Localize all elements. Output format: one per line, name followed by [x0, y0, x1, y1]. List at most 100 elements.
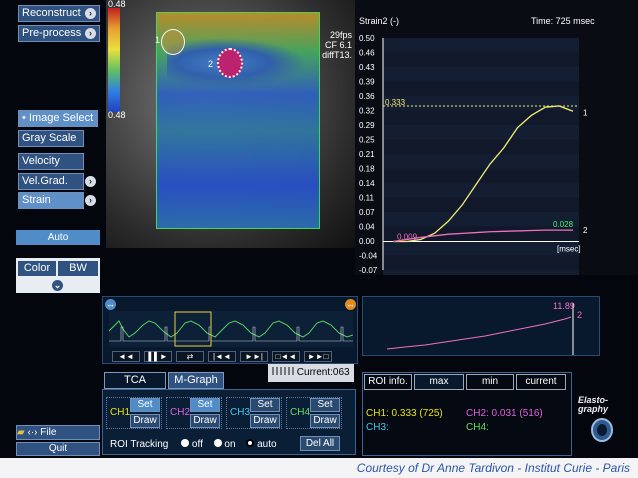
info-tab[interactable]: ROI info. — [364, 374, 412, 390]
current-frame-display: Current:063 — [268, 364, 354, 382]
series-2-end-label: 2 — [583, 226, 588, 235]
chevron-right-icon[interactable]: › — [85, 8, 96, 19]
fps-label: 29fps — [329, 30, 352, 40]
image-select-button[interactable]: • Image Select • — [18, 110, 98, 139]
tab-color[interactable]: Color — [18, 261, 56, 276]
grid-band — [383, 96, 579, 111]
chevron-right-icon[interactable]: › — [85, 176, 96, 187]
file-button[interactable]: ▰ ‹·› File — [16, 425, 100, 440]
channel-label: CH1 — [110, 407, 131, 418]
roi-2-circle[interactable] — [217, 48, 243, 78]
time-label: Time: 725 msec — [531, 16, 595, 26]
channel-set-button[interactable]: Set — [190, 398, 220, 412]
vel-grad-button[interactable]: Vel.Grad. — [18, 173, 84, 190]
y-tick-label: 0.29 — [359, 121, 375, 130]
channel-3: CH3 Set Draw — [226, 397, 284, 429]
preprocess-button[interactable]: Pre-process — [18, 25, 100, 42]
roi-2-label: 2 — [208, 59, 214, 69]
mini-graph-panel: 11.89 2 — [362, 296, 600, 356]
strain-graph[interactable]: 0.50 0.46 0.43 0.39 0.36 0.32 0.29 0.25 0.21 0.18… — [355, 0, 638, 275]
roi-1-circle[interactable] — [161, 29, 185, 55]
tab-bw[interactable]: BW — [58, 261, 98, 276]
color-tab-label: Color — [23, 262, 51, 274]
roi-tracking-label: ROI Tracking — [110, 439, 169, 450]
logo-line2: graphy — [578, 404, 609, 414]
velocity-button[interactable]: Velocity — [18, 153, 84, 170]
channel-1: CH1 Set Draw — [106, 397, 164, 429]
diff-label: diffT13. — [322, 50, 352, 60]
grid-band — [383, 67, 579, 82]
grid-band — [383, 38, 579, 53]
del-all-label: Del All — [305, 438, 335, 449]
image-info: 29fps CF 6.1 diffT13. — [322, 30, 352, 60]
strain-button[interactable]: Strain — [18, 192, 84, 209]
tab-mgraph[interactable]: M-Graph — [168, 372, 224, 389]
velocity-label: Velocity — [22, 155, 60, 167]
radio-on[interactable] — [213, 439, 222, 447]
series-line-1 — [393, 105, 574, 243]
y-tick-label: 0.11 — [359, 194, 375, 203]
channel-set-button[interactable]: Set — [250, 398, 280, 412]
auto-button[interactable]: Auto — [16, 230, 100, 245]
channel-set-button[interactable]: Set — [130, 398, 160, 412]
grid-band — [383, 125, 579, 140]
radio-off[interactable] — [181, 439, 190, 447]
radio-auto[interactable] — [246, 439, 255, 447]
info-tab[interactable]: current — [516, 374, 566, 390]
mini-graph-series-label: 2 — [577, 310, 583, 320]
channel-label: CH4 — [290, 407, 311, 418]
transport-button[interactable]: ◄◄ — [112, 351, 140, 362]
elastography-logo: Elasto- graphy — [578, 396, 632, 446]
transport-button[interactable]: |◄◄ — [208, 351, 236, 362]
y-tick-label: 0.39 — [359, 78, 375, 87]
grid-band — [383, 154, 579, 169]
transport-button[interactable]: ►►□ — [304, 351, 332, 362]
tab-tca[interactable]: TCA — [104, 372, 166, 389]
color-mode-panel: Color BW ⌄ — [16, 258, 100, 293]
mini-graph[interactable] — [365, 299, 599, 355]
channel-draw-button[interactable]: Draw — [190, 414, 220, 428]
channel-label: CH2 — [170, 407, 191, 418]
probe-icon — [591, 418, 613, 442]
chevron-right-icon[interactable]: › — [85, 195, 96, 206]
peak-label: 0.333 — [385, 98, 406, 107]
mini-graph-value: 11.89 — [553, 301, 575, 311]
transport-button[interactable]: ⇄ — [176, 351, 204, 362]
arrows-icon[interactable]: ↔ — [345, 299, 356, 310]
transport-button[interactable]: ▌▌► — [144, 351, 172, 362]
x-unit-label: [msec] — [557, 245, 581, 254]
frame-slider-icon[interactable] — [272, 367, 294, 375]
graph-title: Strain2 (-) — [359, 16, 400, 26]
chevron-down-icon[interactable]: ⌄ — [52, 280, 63, 291]
timeline-waveform[interactable] — [109, 311, 353, 347]
channel-draw-button[interactable]: Draw — [310, 414, 340, 428]
channel-draw-button[interactable]: Draw — [250, 414, 280, 428]
grid-band — [383, 212, 579, 227]
y-tick-label: 0.18 — [359, 165, 375, 174]
gray-scale-button[interactable]: Gray Scale — [18, 130, 84, 147]
transport-button[interactable]: □◄◄ — [272, 351, 300, 362]
y-tick-label: 0.00 — [359, 237, 375, 246]
channel-frame — [286, 397, 342, 429]
ultrasound-image[interactable]: 1 2 0.48 0.48 29fps CF 6.1 diffT13. — [106, 0, 356, 248]
arrows-icon[interactable]: ↔ — [105, 299, 116, 310]
channel-draw-button[interactable]: Draw — [130, 414, 160, 428]
del-all-button[interactable]: Del All — [300, 436, 340, 451]
caption: Courtesy of Dr Anne Tardivon - Institut … — [0, 458, 638, 478]
quit-label: Quit — [48, 443, 68, 454]
info-tab[interactable]: min — [466, 374, 514, 390]
reconstruct-button[interactable]: Reconstruct — [18, 5, 100, 22]
chevron-right-icon[interactable]: › — [85, 28, 96, 39]
ch1-value: CH1: 0.333 (725) — [366, 408, 443, 419]
gray-scale-label: Gray Scale — [22, 132, 77, 144]
info-tab[interactable]: max — [414, 374, 464, 390]
quit-button[interactable]: Quit — [16, 442, 100, 456]
tca-label: TCA — [124, 374, 146, 386]
channel-frame — [106, 397, 162, 429]
transport-button[interactable]: ►►| — [240, 351, 268, 362]
y-tick-label: 0.50 — [359, 34, 375, 43]
logo-line1: Elasto- — [578, 395, 609, 405]
scale-mid-label: 0.48 — [108, 110, 126, 120]
grid-band — [383, 183, 579, 198]
channel-set-button[interactable]: Set — [310, 398, 340, 412]
